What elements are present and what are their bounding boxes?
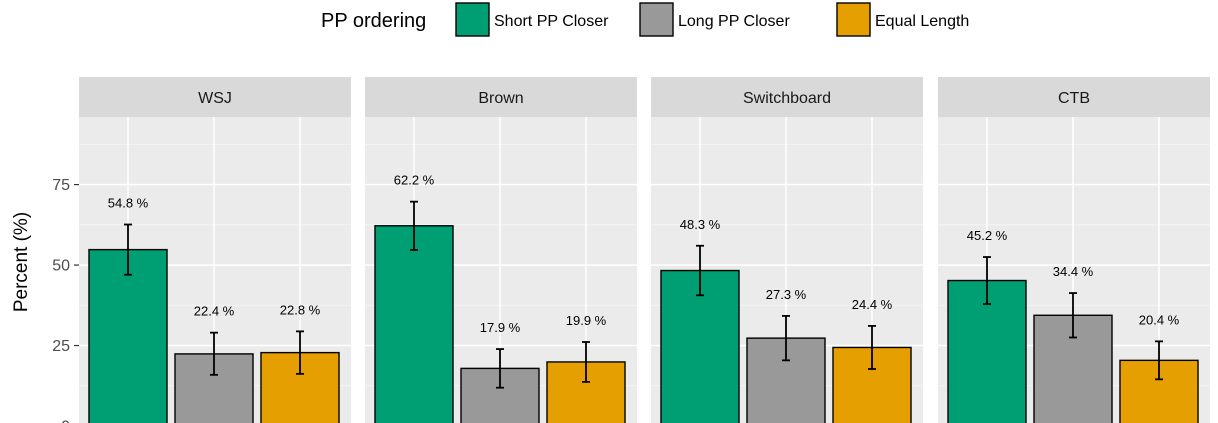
data-label: 20.4 % bbox=[1139, 312, 1180, 327]
facet-strip-label: CTB bbox=[1058, 90, 1090, 107]
y-tick-label: 0 bbox=[61, 419, 70, 423]
legend-title: PP ordering bbox=[321, 10, 426, 32]
bar-wsj-short-pp-closer bbox=[88, 248, 168, 423]
legend-swatch-long-pp-closer bbox=[639, 2, 674, 37]
facet-strip-label: WSJ bbox=[198, 90, 232, 107]
legend: PP ordering Short PP Closer Long PP Close… bbox=[321, 2, 969, 37]
data-label: 27.3 % bbox=[766, 287, 807, 302]
data-label: 24.4 % bbox=[852, 297, 893, 312]
data-label: 45.2 % bbox=[967, 228, 1008, 243]
data-label: 22.8 % bbox=[280, 302, 321, 317]
data-label: 17.9 % bbox=[480, 320, 521, 335]
data-label: 48.3 % bbox=[680, 217, 721, 232]
facet-strip bbox=[365, 77, 637, 117]
facet-panel-ctb: CTB 45.2 % 34.4 % 20.4 % bbox=[938, 77, 1210, 423]
y-axis: 0 25 50 75 bbox=[52, 177, 79, 423]
legend-swatch-short-pp-closer bbox=[455, 2, 490, 37]
data-label: 22.4 % bbox=[194, 304, 235, 319]
data-label: 19.9 % bbox=[566, 313, 607, 328]
facet-strip-label: Switchboard bbox=[743, 90, 831, 107]
legend-swatch-equal-length bbox=[836, 2, 871, 37]
facet-panel-wsj: WSJ 54.8 % 22.4 % 22.8 % bbox=[79, 77, 351, 423]
y-tick-label: 75 bbox=[52, 177, 70, 194]
data-label: 62.2 % bbox=[394, 173, 435, 188]
y-tick-label: 25 bbox=[52, 338, 70, 355]
legend-label-long-pp-closer: Long PP Closer bbox=[678, 13, 790, 30]
y-axis-title: Percent (%) bbox=[11, 212, 32, 312]
bar-brown-short-pp-closer bbox=[374, 225, 454, 423]
facet-strip bbox=[938, 77, 1210, 117]
legend-label-equal-length: Equal Length bbox=[875, 13, 969, 30]
y-tick-label: 50 bbox=[52, 258, 70, 275]
data-label: 34.4 % bbox=[1053, 264, 1094, 279]
facet-panel-switchboard: Switchboard 48.3 % 27.3 % 24.4 % bbox=[651, 77, 923, 423]
data-label: 54.8 % bbox=[108, 196, 149, 211]
facet-strip-label: Brown bbox=[478, 90, 523, 107]
legend-label-short-pp-closer: Short PP Closer bbox=[494, 13, 609, 30]
facet-panel-brown: Brown 62.2 % 17.9 % 19.9 % bbox=[365, 77, 637, 423]
facet-strip bbox=[79, 77, 351, 117]
facet-strip bbox=[651, 77, 923, 117]
